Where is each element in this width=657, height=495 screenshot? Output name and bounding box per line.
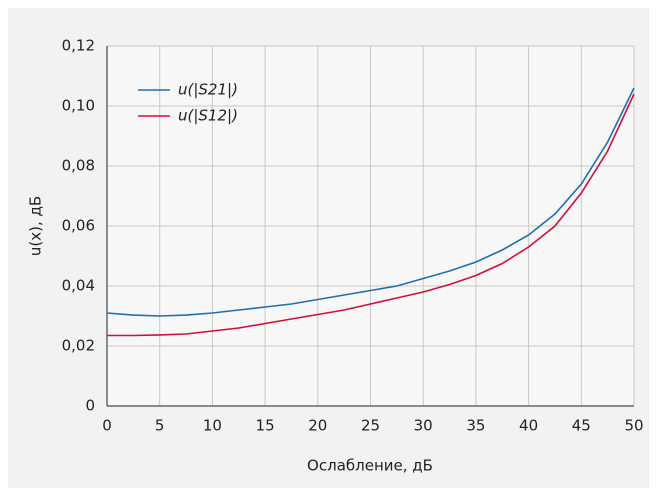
y-tick-label: 0: [85, 397, 95, 415]
x-tick-label: 20: [308, 417, 327, 435]
x-tick-label: 45: [572, 417, 591, 435]
x-tick-label: 25: [361, 417, 380, 435]
y-tick-label: 0,04: [62, 277, 95, 295]
y-axis-label: u(x), дБ: [27, 196, 45, 256]
y-tick-label: 0,10: [62, 97, 95, 115]
x-tick-label: 35: [466, 417, 485, 435]
x-axis-label: Ослабление, дБ: [307, 457, 433, 475]
x-tick-label: 40: [519, 417, 538, 435]
x-tick-label: 15: [256, 417, 275, 435]
y-tick-label: 0,08: [62, 157, 95, 175]
data-line: [106, 87, 635, 317]
x-tick-label: 30: [414, 417, 433, 435]
y-tick-label: 0,02: [62, 337, 95, 355]
y-tick-label: 0,06: [62, 217, 95, 235]
x-tick-label: 50: [624, 417, 643, 435]
legend-label: u(|S12|): [178, 107, 238, 125]
legend-label: u(|S21|): [178, 81, 238, 99]
data-line: [107, 93, 635, 337]
y-tick-label: 0,12: [62, 37, 95, 55]
x-tick-label: 0: [102, 417, 112, 435]
x-tick-label: 5: [155, 417, 165, 435]
x-tick-label: 10: [203, 417, 222, 435]
